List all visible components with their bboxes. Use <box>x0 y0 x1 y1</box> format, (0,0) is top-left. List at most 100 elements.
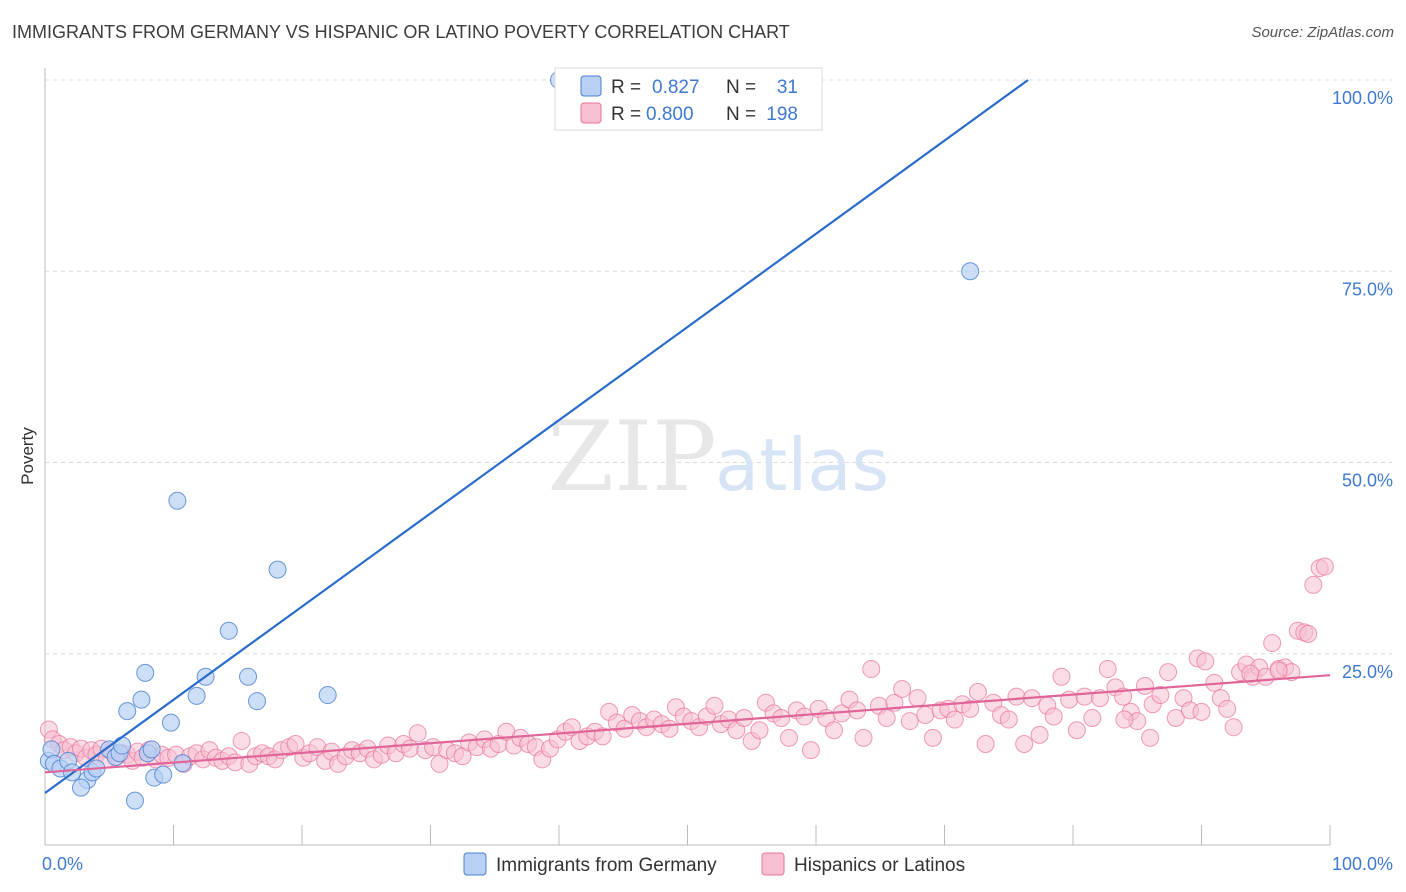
point-hispanics-133 <box>968 683 987 701</box>
legend-swatch-germany <box>580 75 602 97</box>
point-hispanics-127 <box>923 728 942 747</box>
point-hispanics-150 <box>1098 660 1117 679</box>
point-germany-20 <box>154 765 173 784</box>
point-hispanics-157 <box>1151 686 1170 705</box>
point-hispanics-125 <box>908 689 927 708</box>
point-hispanics-126 <box>916 705 935 724</box>
point-germany-28 <box>248 692 267 711</box>
y-tick-label-2: 75.0% <box>1342 279 1393 299</box>
point-hispanics-132 <box>961 699 980 718</box>
point-hispanics-180 <box>1304 575 1323 594</box>
point-hispanics-148 <box>1083 709 1102 728</box>
point-hispanics-184 <box>1241 664 1260 683</box>
point-hispanics-179 <box>1299 624 1318 643</box>
point-germany-24 <box>187 686 206 705</box>
point-germany-26 <box>219 621 238 640</box>
axes <box>44 68 1331 846</box>
legend-n-value-hispanics: 198 <box>766 104 798 125</box>
y-tick-label-1: 50.0% <box>1342 471 1393 491</box>
point-germany-33 <box>961 262 980 281</box>
point-germany-30 <box>318 686 337 705</box>
legend-n-label-germany: N = <box>726 77 756 98</box>
point-germany-31 <box>125 791 144 810</box>
point-hispanics-152 <box>1114 687 1133 706</box>
point-hispanics-146 <box>1067 721 1086 740</box>
germany-points <box>39 71 980 810</box>
series-legend-label-hispanics: Hispanics or Latinos <box>794 855 965 876</box>
point-hispanics-98 <box>705 696 724 715</box>
hispanics-points <box>39 557 1334 773</box>
point-hispanics-123 <box>893 679 912 698</box>
point-germany-14 <box>118 702 137 721</box>
legend-n-label-hispanics: N = <box>726 104 756 125</box>
point-hispanics-163 <box>1196 652 1215 671</box>
point-germany-27 <box>239 667 258 686</box>
point-hispanics-108 <box>780 728 799 747</box>
point-germany-7 <box>71 778 90 797</box>
point-hispanics-144 <box>1052 667 1071 686</box>
point-hispanics-185 <box>1192 702 1211 721</box>
legend-n-value-germany: 31 <box>777 77 798 98</box>
legend-r-label-germany: R = <box>611 77 641 98</box>
watermark-atlas: atlas <box>715 423 889 507</box>
point-hispanics-182 <box>1315 557 1334 576</box>
point-germany-21 <box>161 713 180 732</box>
point-hispanics-139 <box>1015 735 1034 754</box>
point-germany-15 <box>132 690 151 709</box>
point-hispanics-118 <box>854 728 873 747</box>
series-legend-label-germany: Immigrants from Germany <box>496 855 717 876</box>
point-hispanics-167 <box>1224 718 1243 737</box>
source-attribution: Source: ZipAtlas.com <box>1251 24 1394 41</box>
point-hispanics-121 <box>877 709 896 728</box>
y-tick-label-3: 100.0% <box>1332 88 1393 108</box>
point-germany-16 <box>136 663 155 682</box>
legend-r-value-hispanics: 0.800 <box>646 104 694 125</box>
legend-r-label-hispanics: R = <box>611 104 641 125</box>
series-legend-swatch-hispanics <box>761 852 785 876</box>
point-hispanics-147 <box>1075 687 1094 706</box>
chart-title: IMMIGRANTS FROM GERMANY VS HISPANIC OR L… <box>12 22 790 42</box>
point-hispanics-119 <box>862 660 881 679</box>
x-tick-label-0: 0.0% <box>42 854 83 874</box>
point-hispanics-137 <box>999 710 1018 729</box>
point-germany-13 <box>113 736 132 755</box>
point-hispanics-111 <box>801 741 820 760</box>
point-hispanics-61 <box>430 754 449 773</box>
legend-swatch-hispanics <box>580 102 602 124</box>
point-hispanics-173 <box>1263 634 1282 653</box>
point-hispanics-141 <box>1030 725 1049 744</box>
point-hispanics-58 <box>408 724 427 743</box>
point-hispanics-186 <box>1141 728 1160 747</box>
point-germany-29 <box>268 560 287 579</box>
point-hispanics-124 <box>900 712 919 731</box>
y-axis-title: Poverty <box>18 427 37 485</box>
point-hispanics-57 <box>400 739 419 758</box>
series-legend-swatch-germany <box>463 852 487 876</box>
point-hispanics-92 <box>660 719 679 738</box>
point-hispanics-134 <box>976 735 995 754</box>
point-hispanics-158 <box>1159 663 1178 682</box>
series-legend: Immigrants from Germany Hispanics or Lat… <box>463 852 965 876</box>
point-hispanics-130 <box>945 710 964 729</box>
point-germany-22 <box>168 491 187 510</box>
point-hispanics-159 <box>1166 709 1185 728</box>
point-hispanics-183 <box>1269 661 1288 680</box>
trend-line-hispanics <box>44 674 1331 774</box>
point-hispanics-138 <box>1007 687 1026 706</box>
legend-r-value-germany: 0.827 <box>652 77 700 98</box>
stats-legend: R = 0.827 N = 31 R = 0.800 N = 198 <box>554 67 823 131</box>
point-hispanics-114 <box>824 721 843 740</box>
watermark-zip: ZIP <box>547 401 716 513</box>
point-hispanics-187 <box>1115 710 1134 729</box>
point-hispanics-33 <box>232 731 251 750</box>
point-hispanics-143 <box>1044 707 1063 726</box>
point-hispanics-166 <box>1218 699 1237 718</box>
tick-labels: 25.0% 50.0% 75.0% 100.0% 0.0% 100.0% <box>42 88 1393 874</box>
y-tick-label-0: 25.0% <box>1342 662 1393 682</box>
watermark: ZIP atlas <box>547 401 889 513</box>
trend-lines <box>44 79 1331 794</box>
x-tick-label-1: 100.0% <box>1332 854 1393 874</box>
point-hispanics-83 <box>593 727 612 746</box>
point-hispanics-104 <box>750 721 769 740</box>
